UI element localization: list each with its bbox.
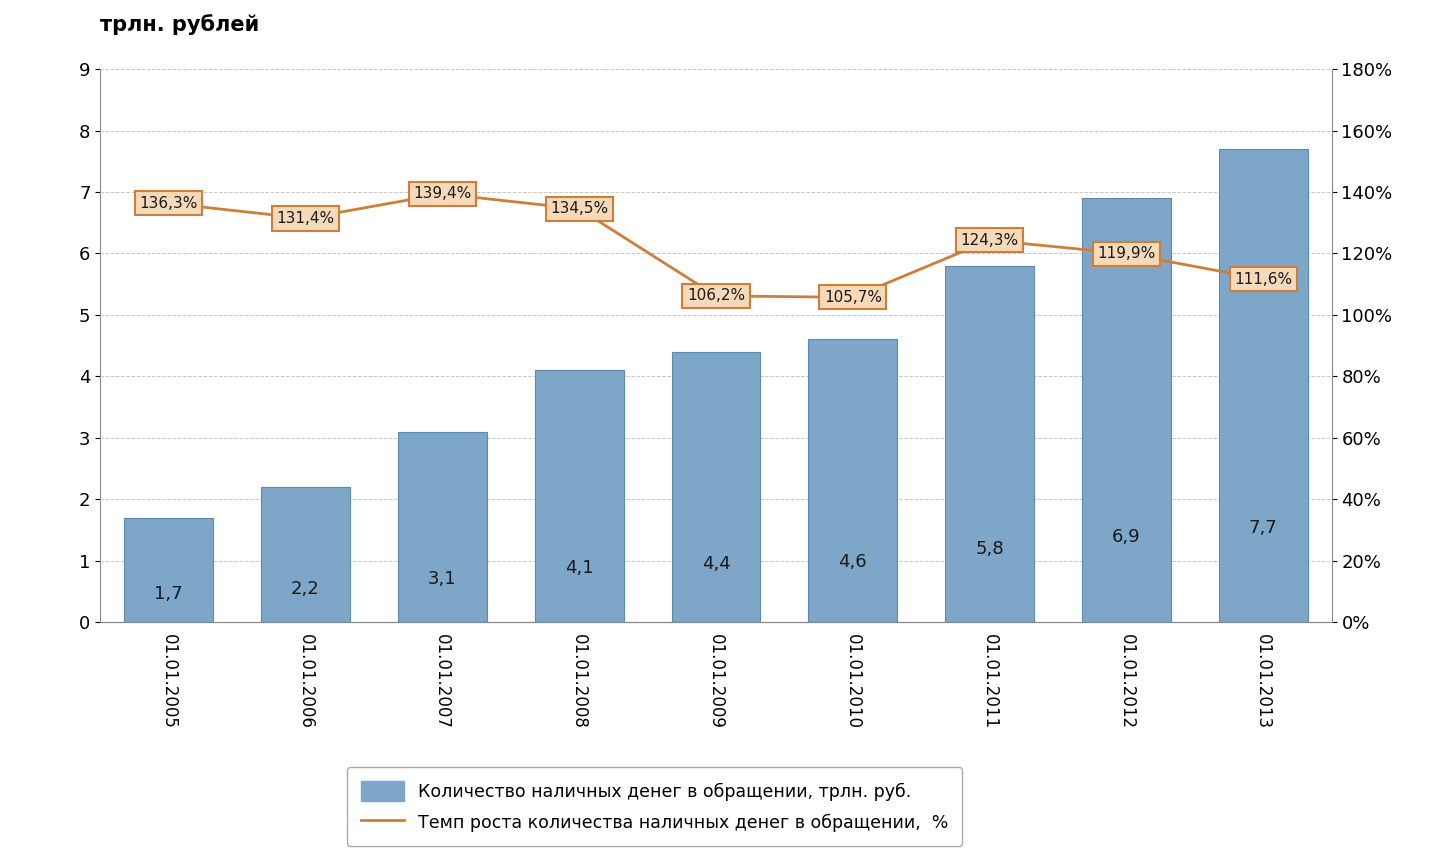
Text: 1,7: 1,7	[155, 585, 183, 603]
Text: 111,6%: 111,6%	[1234, 272, 1293, 287]
Text: 106,2%: 106,2%	[687, 289, 745, 303]
Bar	[534, 370, 624, 622]
Text: 4,4: 4,4	[702, 556, 730, 574]
Text: 2,2: 2,2	[291, 580, 319, 598]
Text: 131,4%: 131,4%	[276, 211, 335, 226]
Text: 6,9: 6,9	[1113, 528, 1141, 546]
Text: 4,6: 4,6	[839, 553, 868, 571]
Text: 119,9%: 119,9%	[1097, 246, 1156, 261]
Text: 136,3%: 136,3%	[139, 196, 198, 211]
Text: 4,1: 4,1	[564, 559, 593, 577]
Bar	[261, 487, 349, 622]
Bar	[809, 340, 898, 622]
Bar	[945, 266, 1034, 622]
Legend: Количество наличных денег в обращении, трлн. руб., Темп роста количества наличны: Количество наличных денег в обращении, т…	[347, 767, 962, 846]
Bar	[672, 352, 760, 622]
Bar	[398, 432, 487, 622]
Text: 124,3%: 124,3%	[961, 232, 1018, 248]
Text: 5,8: 5,8	[975, 540, 1004, 558]
Text: 134,5%: 134,5%	[550, 201, 609, 216]
Bar	[1219, 149, 1307, 622]
Text: 139,4%: 139,4%	[414, 187, 471, 201]
Text: 3,1: 3,1	[428, 569, 457, 588]
Text: 7,7: 7,7	[1249, 519, 1277, 537]
Text: 105,7%: 105,7%	[823, 289, 882, 305]
Bar	[1083, 198, 1171, 622]
Text: трлн. рублей: трлн. рублей	[100, 15, 259, 35]
Bar	[125, 518, 213, 622]
